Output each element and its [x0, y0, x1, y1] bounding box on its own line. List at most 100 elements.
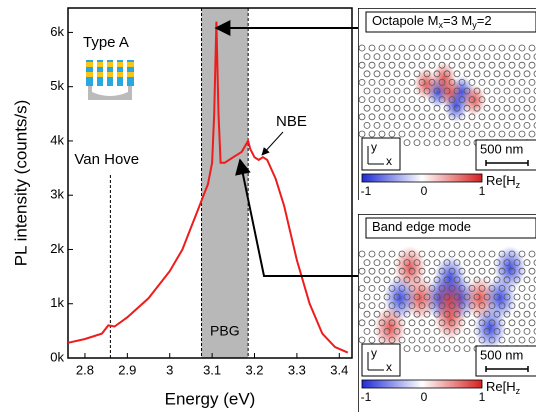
hole	[428, 61, 436, 69]
hole	[528, 250, 536, 258]
hole	[423, 70, 431, 78]
hole	[533, 259, 536, 266]
inset-title: Octapole Mx=3 My=2	[372, 13, 492, 30]
hole	[368, 250, 376, 258]
hole	[503, 87, 511, 95]
hole	[358, 319, 366, 327]
hole	[528, 284, 536, 292]
hole	[403, 139, 411, 147]
hole	[493, 310, 501, 318]
hole	[498, 336, 506, 344]
hole	[383, 104, 391, 112]
hole	[423, 276, 431, 284]
scale-bar	[485, 366, 529, 372]
hole	[453, 70, 461, 78]
hole	[393, 259, 401, 267]
field-lobe	[432, 62, 456, 94]
axis-letter: y	[371, 346, 377, 360]
hole	[373, 87, 381, 95]
hole	[458, 336, 466, 344]
hole	[358, 284, 366, 292]
hole	[523, 122, 531, 129]
hole	[448, 61, 456, 69]
hole	[358, 130, 366, 138]
hole	[468, 44, 476, 52]
spectrum-line	[67, 21, 349, 354]
hole	[428, 302, 436, 310]
colorbar-tick: 1	[479, 184, 486, 198]
type-a-icon	[86, 60, 134, 100]
hole	[508, 319, 516, 327]
hole	[493, 276, 501, 284]
hole	[458, 130, 466, 138]
hole	[483, 327, 491, 335]
hole	[388, 319, 396, 327]
hole	[473, 259, 481, 267]
hole	[488, 96, 496, 103]
hole	[528, 319, 536, 327]
hole	[428, 336, 436, 344]
hole	[508, 284, 516, 292]
hole	[468, 79, 476, 86]
hole	[373, 53, 381, 60]
hole	[378, 302, 386, 310]
hole	[408, 319, 416, 327]
hole	[413, 87, 421, 95]
hole	[408, 96, 416, 103]
hole	[428, 44, 436, 52]
hole	[523, 293, 531, 301]
hole	[428, 284, 436, 292]
hole	[533, 276, 536, 284]
hole	[388, 267, 396, 275]
annotation: Type A	[83, 34, 129, 51]
y-axis-label: PL intensity (counts/s)	[11, 100, 30, 267]
colorbar-label: Re[Hz	[486, 173, 521, 190]
hole	[458, 113, 466, 121]
hole	[398, 113, 406, 121]
hole	[468, 284, 476, 292]
x-tick-label: 3.1	[203, 362, 221, 377]
hole	[438, 130, 446, 138]
colorbar-label-part: Re[H	[486, 173, 516, 188]
hole	[423, 345, 431, 353]
hole	[513, 276, 521, 284]
inset-panel: Band edge mode yx 500 nm -1 0 1Re[Hz	[358, 214, 536, 412]
hole	[418, 302, 426, 310]
hole	[458, 267, 466, 275]
hole	[393, 276, 401, 284]
hole	[368, 302, 376, 310]
hole	[528, 130, 536, 138]
hole	[478, 319, 486, 327]
hole	[413, 139, 421, 147]
hole	[433, 139, 441, 147]
hole	[413, 70, 421, 78]
hole	[398, 284, 406, 292]
x-axis-label: Energy (eV)	[165, 389, 256, 408]
hole	[413, 310, 421, 318]
hole	[433, 276, 441, 284]
hole	[488, 61, 496, 69]
hole	[428, 319, 436, 327]
hole	[438, 96, 446, 103]
hole	[498, 250, 506, 258]
hole	[458, 302, 466, 310]
hole	[403, 70, 411, 78]
hole	[443, 104, 451, 112]
hole	[533, 53, 536, 60]
hole	[468, 250, 476, 258]
hole	[358, 302, 366, 310]
hole	[513, 293, 521, 301]
hole	[418, 44, 426, 52]
hole	[478, 113, 486, 121]
hole	[363, 87, 371, 95]
hole	[458, 61, 466, 69]
hole	[528, 267, 536, 275]
hole	[443, 122, 451, 129]
hole	[398, 79, 406, 86]
hole	[398, 267, 406, 275]
hole	[413, 53, 421, 60]
hole	[363, 293, 371, 301]
hole	[523, 276, 531, 284]
hole	[403, 310, 411, 318]
hole	[378, 96, 386, 103]
